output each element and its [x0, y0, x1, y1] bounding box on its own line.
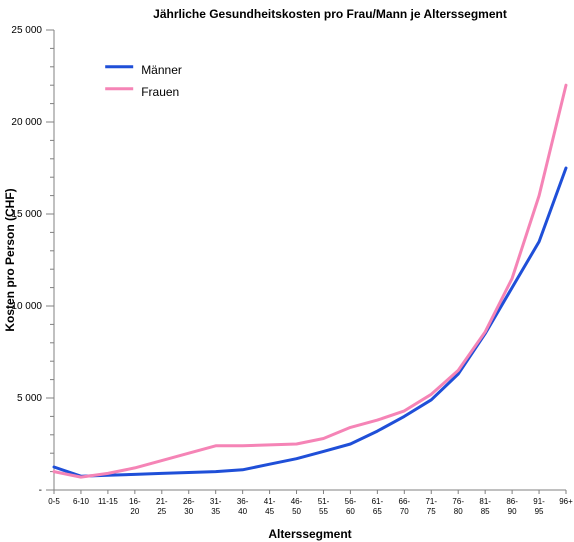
x-tick-label: 0-5 — [48, 497, 60, 506]
x-tick-label: 46-50 — [291, 497, 303, 516]
x-tick-label: 51-55 — [318, 497, 330, 516]
x-tick-label: 81-85 — [479, 497, 491, 516]
x-tick-label: 6-10 — [73, 497, 90, 506]
x-tick-label: 71-75 — [425, 497, 437, 516]
y-tick-label: 25 000 — [11, 25, 42, 36]
legend-label-0: Männer — [141, 63, 182, 77]
chart-svg: Jährliche Gesundheitskosten pro Frau/Man… — [0, 0, 574, 542]
x-tick-label: 66-70 — [399, 497, 411, 516]
x-tick-label: 11-15 — [98, 497, 118, 506]
x-tick-label: 36-40 — [237, 497, 249, 516]
x-tick-label: 16-20 — [129, 497, 141, 516]
x-tick-label: 21-25 — [156, 497, 168, 516]
chart-title: Jährliche Gesundheitskosten pro Frau/Man… — [153, 7, 507, 21]
x-tick-label: 86-90 — [506, 497, 518, 516]
x-tick-label: 91-95 — [533, 497, 545, 516]
x-tick-label: 96+ — [559, 497, 573, 506]
legend-label-1: Frauen — [141, 85, 179, 99]
x-tick-label: 56-60 — [345, 497, 357, 516]
x-tick-label: 41-45 — [264, 497, 276, 516]
x-axis-label: Alterssegment — [268, 527, 351, 541]
x-tick-label: 26-30 — [183, 497, 195, 516]
x-tick-label: 61-65 — [372, 497, 384, 516]
health-cost-chart: Jährliche Gesundheitskosten pro Frau/Man… — [0, 0, 574, 542]
y-tick-label: 20 000 — [11, 117, 42, 128]
x-tick-label: 31-35 — [210, 497, 222, 516]
y-axis-label: Kosten pro Person (CHF) — [3, 188, 17, 331]
series-line-1 — [54, 85, 566, 477]
x-tick-label: 76-80 — [452, 497, 464, 516]
y-tick-label: 5 000 — [17, 393, 42, 404]
y-tick-label: - — [39, 485, 42, 496]
